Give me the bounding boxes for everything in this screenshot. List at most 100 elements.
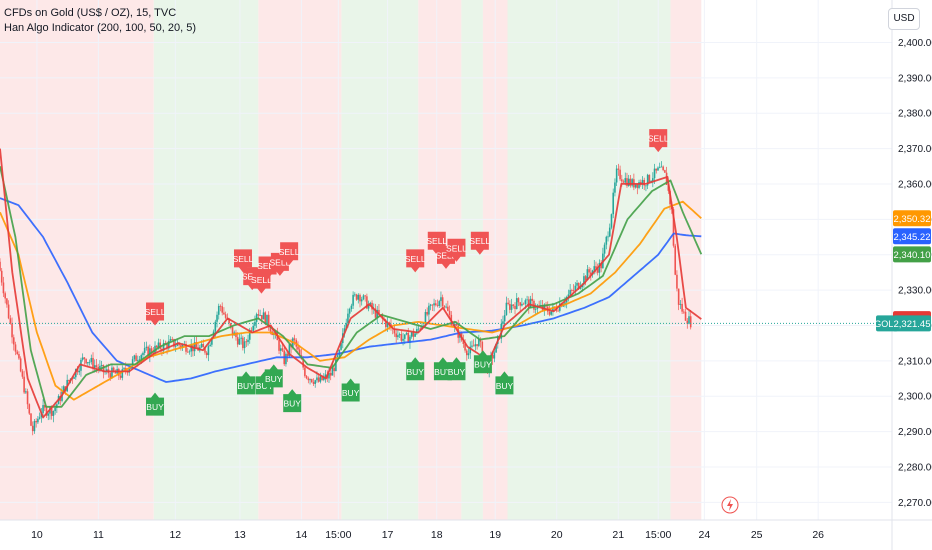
candle-body bbox=[236, 337, 239, 345]
candle-body bbox=[185, 343, 187, 352]
candle-body bbox=[323, 377, 325, 380]
candle-body bbox=[505, 302, 508, 316]
signal-bubble bbox=[341, 378, 360, 402]
candle-body bbox=[254, 321, 256, 326]
candle-body bbox=[111, 367, 113, 378]
candle-body bbox=[436, 305, 439, 306]
candle-body bbox=[81, 357, 84, 360]
candle-body bbox=[231, 326, 234, 336]
signal-bubble bbox=[233, 249, 252, 273]
candle-body bbox=[83, 357, 86, 359]
candle-body bbox=[653, 168, 656, 179]
candle-body bbox=[571, 290, 573, 291]
candle-body bbox=[600, 262, 602, 269]
candle-body bbox=[426, 312, 428, 315]
candle-body bbox=[50, 407, 53, 416]
candle-body bbox=[85, 358, 87, 364]
candle-body bbox=[462, 340, 465, 344]
y-tick-label: 2,270.00 bbox=[898, 498, 932, 509]
candle-body bbox=[298, 349, 301, 356]
signal-bubble bbox=[433, 357, 452, 381]
candle-body bbox=[169, 339, 172, 341]
candle-body bbox=[180, 345, 182, 348]
candle-body bbox=[250, 330, 253, 331]
signal-label: BUY bbox=[237, 381, 255, 391]
sell-signal: SELL bbox=[469, 231, 491, 255]
signal-label: SELL bbox=[446, 243, 467, 253]
signal-zones bbox=[0, 0, 702, 520]
buy-signal: BUY bbox=[264, 364, 283, 388]
candle-body bbox=[87, 362, 89, 364]
candle-body bbox=[433, 303, 435, 306]
candle-body bbox=[596, 268, 599, 273]
candle-body bbox=[362, 295, 365, 300]
candle-body bbox=[646, 174, 649, 186]
signal-bubble bbox=[406, 249, 425, 273]
candle-body bbox=[247, 339, 249, 342]
candle-body bbox=[207, 346, 210, 356]
signal-label: SELL bbox=[233, 254, 254, 264]
price-badge-label: 2,321.45 bbox=[894, 319, 931, 330]
candle-body bbox=[9, 318, 12, 324]
candle-body bbox=[350, 305, 353, 309]
candle-body bbox=[398, 334, 401, 336]
candle-body bbox=[162, 343, 165, 351]
candle-body bbox=[681, 303, 683, 312]
signal-label: SELL bbox=[405, 254, 426, 264]
candle-body bbox=[662, 166, 664, 171]
signal-bubble bbox=[447, 238, 466, 262]
signal-label: SELL bbox=[270, 257, 291, 267]
candle-body bbox=[0, 261, 1, 271]
candle-body bbox=[410, 332, 413, 337]
candle-body bbox=[92, 357, 94, 369]
candle-body bbox=[548, 311, 551, 315]
candle-body bbox=[491, 355, 494, 359]
candle-body bbox=[360, 299, 363, 302]
candle-body bbox=[6, 298, 8, 305]
candle-body bbox=[472, 345, 475, 347]
candle-body bbox=[0, 270, 3, 283]
symbol-badge: GOLD bbox=[874, 315, 900, 332]
signal-label: BUY bbox=[448, 367, 466, 377]
currency-button[interactable]: USD bbox=[888, 8, 920, 30]
candle-body bbox=[514, 305, 516, 310]
candle-body bbox=[364, 295, 366, 297]
candle-body bbox=[502, 321, 504, 324]
candle-body bbox=[45, 407, 48, 416]
x-tick-label: 19 bbox=[489, 529, 501, 541]
signal-label: BUY bbox=[265, 374, 283, 384]
candle-body bbox=[509, 303, 511, 310]
x-tick-label: 24 bbox=[699, 529, 711, 541]
candle-body bbox=[645, 185, 647, 187]
candle-body bbox=[214, 321, 217, 332]
signal-bubble bbox=[470, 231, 489, 255]
candle-body bbox=[221, 306, 224, 313]
candle-body bbox=[150, 348, 153, 353]
signal-bubble bbox=[649, 129, 668, 153]
candle-body bbox=[123, 368, 125, 370]
candle-body bbox=[441, 297, 444, 307]
lightning-icon-bolt bbox=[727, 499, 733, 511]
signal-label: BUY bbox=[496, 381, 514, 391]
candle-body bbox=[109, 373, 112, 378]
candle-body bbox=[138, 359, 141, 361]
candle-body bbox=[684, 311, 687, 321]
candle-body bbox=[281, 348, 284, 351]
candle-body bbox=[279, 348, 282, 351]
price-badge-label: 2,340.10 bbox=[894, 250, 931, 261]
candle-body bbox=[90, 357, 93, 362]
candle-body bbox=[584, 276, 587, 281]
candle-body bbox=[209, 344, 211, 347]
candle-body bbox=[88, 361, 91, 363]
candle-body bbox=[672, 209, 675, 246]
candle-body bbox=[293, 338, 296, 341]
zone-green bbox=[461, 0, 483, 520]
candle-body bbox=[190, 345, 192, 352]
candle-body bbox=[319, 376, 322, 382]
candle-body bbox=[73, 377, 75, 379]
signal-label: SELL bbox=[469, 236, 490, 246]
candle-body bbox=[474, 344, 477, 347]
candle-body bbox=[438, 301, 441, 306]
candle-body bbox=[42, 405, 44, 413]
